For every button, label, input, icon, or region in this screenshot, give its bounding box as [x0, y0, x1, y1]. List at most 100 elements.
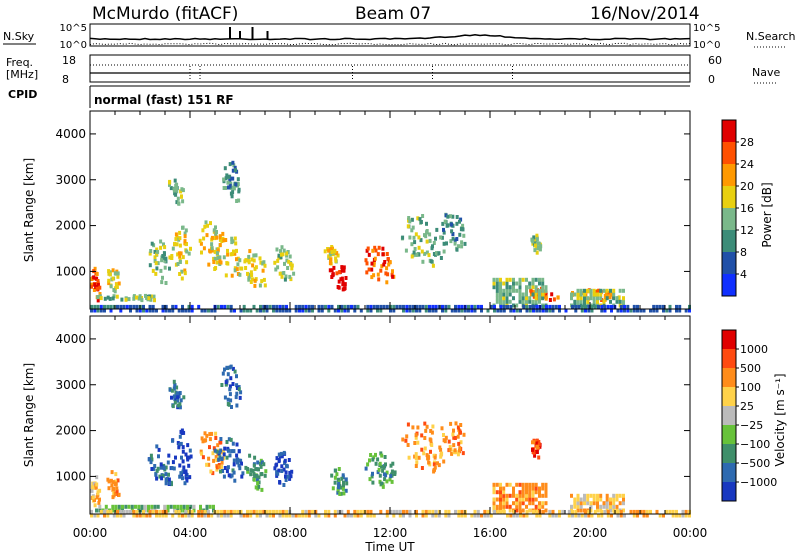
heatmap-cell — [282, 450, 286, 455]
colorbar-segment — [722, 463, 736, 482]
heatmap-cell — [262, 260, 266, 265]
heatmap-cell — [688, 308, 691, 313]
heatmap-cell — [98, 504, 102, 509]
heatmap-cell — [535, 444, 539, 449]
heatmap-cell — [117, 504, 121, 509]
heatmap-cell — [509, 513, 513, 518]
heatmap-cell — [211, 451, 215, 456]
heatmap-cell — [518, 482, 522, 487]
heatmap-cell — [252, 463, 256, 468]
heatmap-cell — [413, 441, 417, 445]
heatmap-cell — [151, 268, 155, 273]
heatmap-cell — [433, 455, 437, 460]
heatmap-cell — [596, 296, 599, 301]
heatmap-cell — [402, 308, 405, 313]
heatmap-cell — [288, 470, 292, 475]
heatmap-cell — [392, 304, 396, 309]
heatmap-cell — [159, 268, 163, 273]
heatmap-cell — [489, 304, 493, 309]
heatmap-cell — [337, 477, 341, 482]
heatmap-cell — [615, 493, 619, 498]
heatmap-cell — [592, 501, 596, 506]
heatmap-cell — [372, 304, 376, 309]
heatmap-cell — [579, 497, 583, 502]
heatmap-cell — [424, 428, 428, 433]
heatmap-cell — [201, 228, 205, 233]
heatmap-cell — [120, 297, 124, 302]
heatmap-cell — [531, 447, 534, 452]
heatmap-cell — [239, 509, 243, 514]
heatmap-cell — [235, 199, 239, 203]
heatmap-cell — [592, 292, 596, 297]
heatmap-cell — [218, 259, 222, 264]
heatmap-cell — [535, 233, 539, 238]
heatmap-cell — [451, 214, 455, 219]
heatmap-cell — [538, 299, 541, 304]
heatmap-cell — [534, 482, 538, 487]
heatmap-cell — [586, 299, 590, 304]
heatmap-cell — [172, 386, 176, 391]
heatmap-cell — [181, 476, 184, 481]
heatmap-cell — [518, 285, 522, 290]
heatmap-cell — [174, 304, 178, 309]
heatmap-cell — [401, 235, 405, 240]
heatmap-cell — [215, 449, 219, 454]
heatmap-cell — [337, 279, 341, 284]
heatmap-cell — [137, 504, 141, 509]
heatmap-cell — [132, 295, 136, 300]
heatmap-cell — [455, 247, 459, 252]
heatmap-cell — [626, 308, 630, 313]
heatmap-cell — [442, 230, 446, 235]
xtick-label: 04:00 — [173, 526, 208, 540]
heatmap-cell — [184, 513, 188, 518]
heatmap-cell — [272, 304, 275, 309]
heatmap-cell — [281, 509, 285, 514]
heatmap-cell — [528, 308, 532, 313]
heatmap-cell — [425, 424, 429, 429]
heatmap-cell — [573, 497, 577, 502]
heatmap-cell — [263, 263, 267, 268]
heatmap-cell — [281, 513, 285, 518]
heatmap-cell — [505, 292, 509, 297]
heatmap-cell — [597, 513, 600, 518]
heatmap-cell — [541, 304, 545, 309]
heatmap-cell — [203, 509, 207, 514]
heatmap-cell — [212, 260, 216, 264]
heatmap-cell — [253, 455, 257, 460]
heatmap-cell — [460, 304, 464, 309]
ytick-label: 4000 — [55, 332, 86, 346]
heatmap-cell — [110, 470, 114, 475]
heatmap-cell — [521, 486, 525, 491]
heatmap-cell — [532, 308, 535, 313]
heatmap-cell — [534, 449, 538, 454]
heatmap-cell — [335, 271, 339, 276]
heatmap-cell — [177, 445, 181, 450]
xtick-label: 12:00 — [373, 526, 408, 540]
heatmap-cell — [176, 394, 180, 399]
heatmap-cell — [327, 248, 331, 253]
heatmap-cell — [341, 287, 345, 292]
heatmap-cell — [107, 278, 111, 283]
heatmap-cell — [241, 471, 245, 476]
heatmap-cell — [151, 509, 155, 514]
heatmap-cell — [359, 509, 363, 514]
heatmap-cell — [96, 304, 100, 309]
heatmap-cell — [605, 288, 609, 293]
heatmap-cell — [143, 508, 147, 513]
heatmap-cell — [112, 294, 116, 299]
heatmap-cell — [365, 261, 369, 266]
heatmap-cell — [259, 464, 263, 469]
heatmap-cell — [124, 297, 128, 302]
heatmap-cell — [223, 509, 227, 514]
heatmap-cell — [180, 187, 184, 192]
heatmap-cell — [590, 304, 594, 309]
heatmap-cell — [220, 457, 224, 461]
heatmap-cell — [372, 455, 376, 460]
heatmap-cell — [508, 504, 512, 509]
heatmap-cell — [493, 304, 496, 309]
heatmap-cell — [518, 296, 522, 301]
heatmap-cell — [380, 264, 384, 269]
heatmap-cell — [439, 256, 443, 260]
heatmap-cell — [431, 304, 435, 309]
heatmap-cell — [618, 288, 622, 293]
